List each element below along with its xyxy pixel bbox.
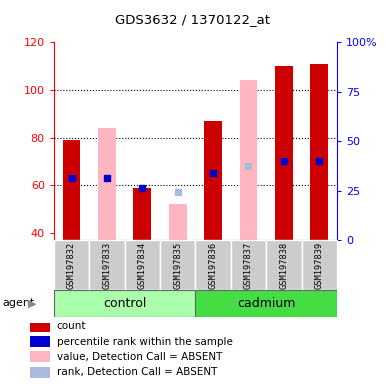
Bar <box>196 290 337 317</box>
Bar <box>30 336 50 347</box>
Bar <box>169 204 187 240</box>
Text: ▶: ▶ <box>28 298 36 308</box>
Text: GSM197832: GSM197832 <box>67 241 76 289</box>
Bar <box>196 240 231 290</box>
Bar <box>30 351 50 362</box>
Bar <box>30 321 50 332</box>
Bar <box>30 367 50 378</box>
Bar <box>160 240 195 290</box>
Bar <box>266 240 301 290</box>
Bar <box>301 240 337 290</box>
Text: GSM197835: GSM197835 <box>173 241 182 289</box>
Text: agent: agent <box>2 298 34 308</box>
Bar <box>275 66 293 240</box>
Text: rank, Detection Call = ABSENT: rank, Detection Call = ABSENT <box>57 367 217 377</box>
Bar <box>231 240 266 290</box>
Bar <box>125 240 160 290</box>
Text: GSM197837: GSM197837 <box>244 241 253 289</box>
Text: percentile rank within the sample: percentile rank within the sample <box>57 337 233 347</box>
Text: count: count <box>57 321 86 331</box>
Bar <box>54 290 196 317</box>
Text: GSM197838: GSM197838 <box>279 241 288 289</box>
Text: control: control <box>103 297 146 310</box>
Bar <box>89 240 125 290</box>
Text: GSM197836: GSM197836 <box>209 241 218 289</box>
Text: GSM197834: GSM197834 <box>138 241 147 289</box>
Bar <box>54 240 89 290</box>
Bar <box>310 64 328 240</box>
Text: GDS3632 / 1370122_at: GDS3632 / 1370122_at <box>115 13 270 26</box>
Bar <box>98 128 116 240</box>
Bar <box>134 187 151 240</box>
Text: GSM197839: GSM197839 <box>315 241 324 289</box>
Bar <box>63 140 80 240</box>
Bar <box>239 80 257 240</box>
Bar <box>204 121 222 240</box>
Text: GSM197833: GSM197833 <box>102 241 112 289</box>
Text: cadmium: cadmium <box>237 297 295 310</box>
Text: value, Detection Call = ABSENT: value, Detection Call = ABSENT <box>57 352 222 362</box>
